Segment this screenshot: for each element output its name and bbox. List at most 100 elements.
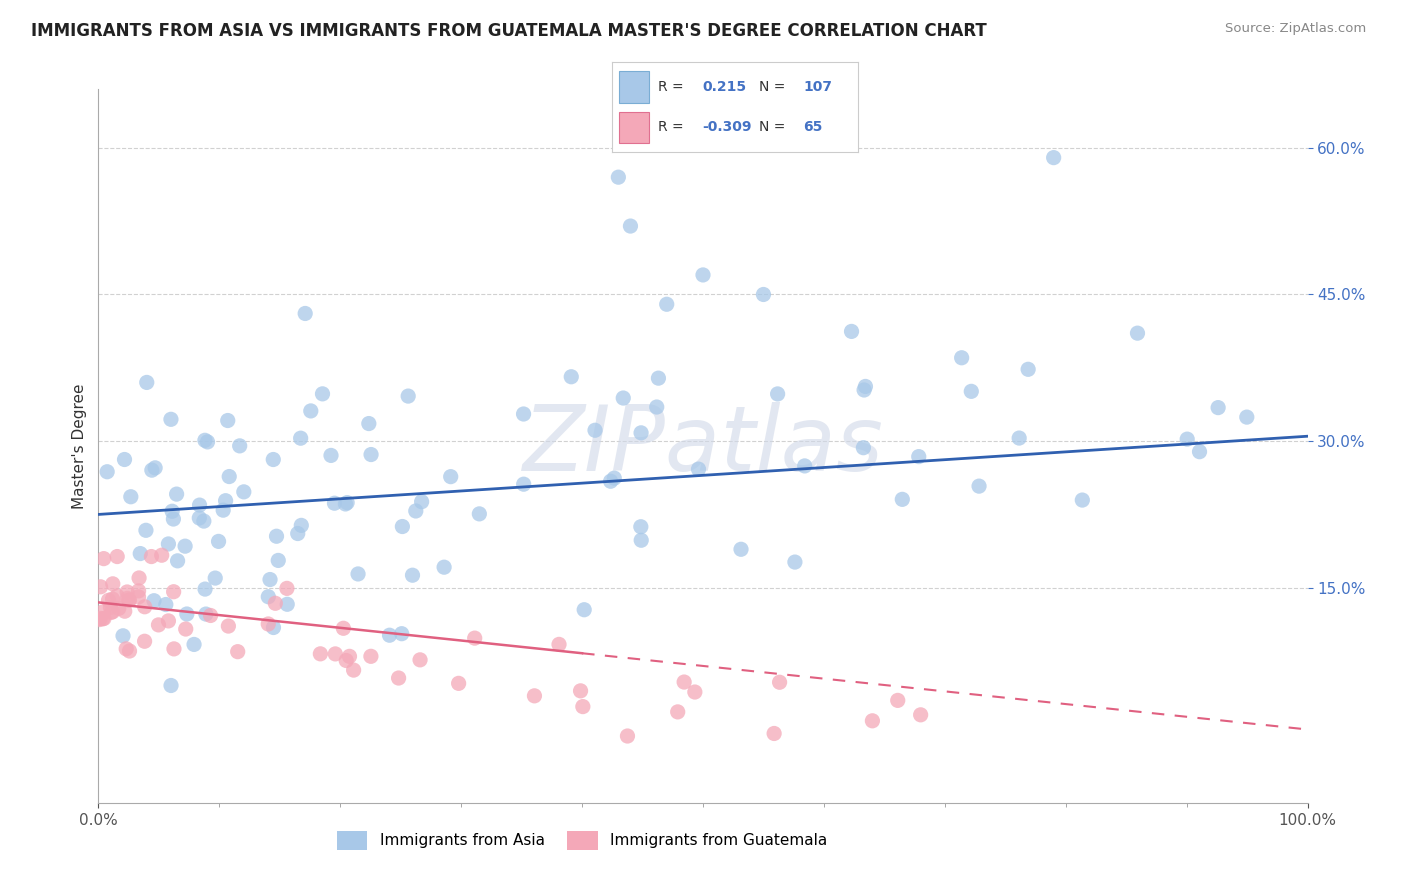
Point [309, 647, 332, 661]
Point [212, 503, 235, 517]
Point [97, 593, 120, 607]
Point [683, 685, 706, 699]
Point [101, 605, 124, 619]
Point [409, 653, 432, 667]
Point [93, 551, 115, 566]
Point [91, 612, 114, 626]
Point [118, 593, 141, 607]
Point [401, 568, 423, 582]
Point [783, 555, 806, 569]
Point [411, 494, 433, 508]
Point [188, 498, 211, 512]
Point [89, 611, 111, 625]
Point [688, 462, 710, 476]
Point [666, 705, 689, 719]
Point [752, 287, 775, 301]
Point [855, 379, 877, 393]
Point [599, 475, 621, 489]
Point [101, 592, 124, 607]
Point [464, 631, 486, 645]
Point [262, 620, 284, 634]
Point [134, 599, 156, 614]
Point [115, 585, 138, 599]
Point [619, 219, 641, 233]
Point [174, 539, 197, 553]
Point [148, 618, 170, 632]
Point [319, 449, 342, 463]
Point [311, 387, 333, 401]
Point [323, 496, 346, 510]
Point [128, 571, 150, 585]
Y-axis label: Master's Degree: Master's Degree [72, 384, 87, 508]
Text: Source: ZipAtlas.com: Source: ZipAtlas.com [1226, 22, 1367, 36]
Point [655, 297, 678, 311]
Point [560, 369, 582, 384]
Point [360, 649, 382, 664]
Point [335, 653, 357, 667]
FancyBboxPatch shape [619, 71, 648, 103]
Point [193, 514, 215, 528]
Point [194, 582, 217, 596]
Point [226, 645, 249, 659]
Text: N =: N = [759, 120, 786, 134]
Point [907, 450, 929, 464]
Point [214, 493, 236, 508]
FancyBboxPatch shape [619, 112, 648, 143]
Point [336, 495, 359, 509]
Point [630, 425, 652, 440]
Point [860, 714, 883, 728]
Point [93, 611, 115, 625]
Point [160, 504, 183, 518]
Point [387, 671, 409, 685]
Point [294, 306, 316, 320]
Point [290, 518, 312, 533]
Point [378, 628, 401, 642]
Point [763, 726, 786, 740]
Point [440, 469, 463, 483]
Point [163, 584, 186, 599]
Point [204, 571, 226, 585]
Point [228, 439, 250, 453]
Point [433, 560, 456, 574]
Point [343, 663, 366, 677]
Point [141, 549, 163, 564]
Point [105, 549, 128, 564]
Point [512, 477, 534, 491]
Text: 0.215: 0.215 [703, 80, 747, 94]
Point [1175, 432, 1198, 446]
Point [607, 170, 630, 185]
Text: R =: R = [658, 120, 683, 134]
Point [89, 613, 111, 627]
Point [194, 434, 217, 448]
Point [1188, 444, 1211, 458]
Point [612, 391, 634, 405]
Point [768, 675, 790, 690]
Point [118, 644, 141, 658]
Point [266, 529, 288, 543]
Point [166, 487, 188, 501]
Point [176, 607, 198, 621]
Point [232, 484, 254, 499]
Point [135, 524, 157, 538]
Point [967, 479, 990, 493]
Point [276, 597, 298, 611]
Point [134, 634, 156, 648]
Point [1206, 401, 1229, 415]
Point [157, 614, 180, 628]
Point [616, 729, 638, 743]
Point [155, 598, 177, 612]
Point [143, 460, 166, 475]
Point [100, 606, 122, 620]
Point [1008, 431, 1031, 445]
Point [276, 582, 298, 596]
Point [143, 593, 166, 607]
Point [91, 605, 114, 619]
Point [96, 465, 118, 479]
Point [197, 434, 219, 449]
Point [793, 458, 815, 473]
Point [218, 469, 240, 483]
Point [262, 452, 284, 467]
Point [183, 637, 205, 651]
Point [259, 573, 281, 587]
Point [299, 404, 322, 418]
